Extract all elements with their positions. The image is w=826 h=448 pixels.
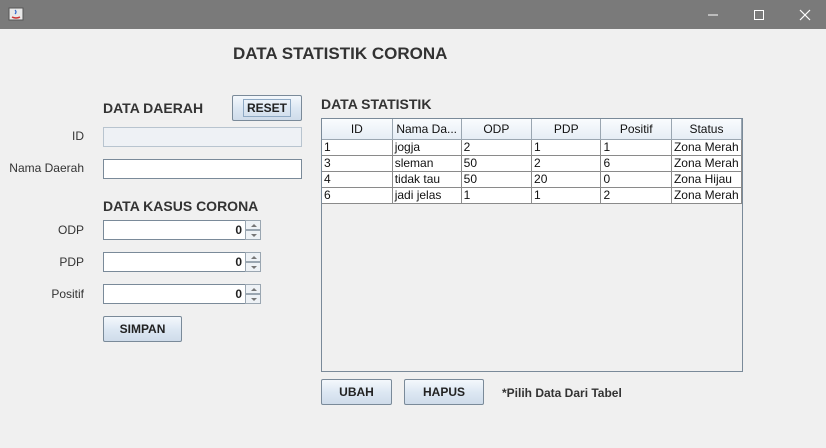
table-cell[interactable]: 1 — [461, 187, 533, 204]
table-row[interactable]: 1 jogja 2 1 1 Zona Merah — [322, 139, 743, 156]
table-cell[interactable]: 1 — [531, 187, 602, 204]
table-cell[interactable]: 50 — [461, 171, 533, 188]
table-cell[interactable]: sleman — [392, 155, 462, 172]
table-cell[interactable]: 1 — [322, 139, 393, 156]
table-row[interactable]: 3 sleman 50 2 6 Zona Merah — [322, 155, 743, 172]
nama-daerah-label: Nama Daerah — [9, 161, 84, 175]
table-cell[interactable]: 20 — [531, 171, 602, 188]
java-icon — [8, 7, 24, 21]
column-header[interactable]: Positif — [600, 119, 672, 140]
table-cell[interactable]: 1 — [531, 139, 602, 156]
statistik-grid[interactable]: ID Nama Da... ODP PDP Positif Status 1 jogja 2 1… — [322, 119, 743, 204]
window-titlebar — [0, 0, 826, 29]
minimize-button[interactable] — [690, 0, 736, 29]
pdp-input[interactable]: 0 — [103, 252, 246, 272]
odp-spinner[interactable]: 0 — [103, 220, 261, 240]
pdp-label: PDP — [59, 255, 84, 269]
table-cell[interactable]: Zona Hijau — [671, 171, 743, 188]
column-header[interactable]: Status — [671, 119, 743, 140]
simpan-button[interactable]: SIMPAN — [103, 316, 182, 342]
statistik-table[interactable]: ID Nama Da... ODP PDP Positif Status 1 jogja 2 1… — [321, 118, 743, 372]
table-cell[interactable]: Zona Merah — [671, 139, 743, 156]
table-cell[interactable]: 3 — [322, 155, 393, 172]
table-cell[interactable]: tidak tau — [392, 171, 462, 188]
odp-increment-icon[interactable] — [245, 220, 261, 230]
positif-increment-icon[interactable] — [245, 284, 261, 294]
table-row[interactable]: 4 tidak tau 50 20 0 Zona Hijau — [322, 171, 743, 188]
table-cell[interactable]: 6 — [322, 187, 393, 204]
reset-button[interactable]: RESET — [232, 95, 302, 121]
column-header[interactable]: ODP — [461, 119, 533, 140]
table-header-row: ID Nama Da... ODP PDP Positif Status — [322, 119, 743, 140]
table-cell[interactable]: 2 — [461, 139, 533, 156]
id-label: ID — [72, 129, 84, 143]
data-statistik-title: DATA STATISTIK — [321, 96, 432, 112]
table-cell[interactable]: jogja — [392, 139, 462, 156]
nama-daerah-field[interactable] — [103, 159, 302, 179]
table-cell[interactable]: 2 — [600, 187, 672, 204]
close-icon — [799, 9, 811, 20]
positif-decrement-icon[interactable] — [245, 294, 261, 304]
table-cell[interactable]: Zona Merah — [671, 155, 743, 172]
table-cell[interactable]: jadi jelas — [392, 187, 462, 204]
reset-button-label: RESET — [242, 99, 291, 117]
positif-label: Positif — [51, 287, 84, 301]
hapus-button[interactable]: HAPUS — [404, 379, 484, 405]
table-body: 1 jogja 2 1 1 Zona Merah 3 sleman 50 2 6 Zona Merah… — [322, 139, 743, 204]
id-field[interactable] — [103, 127, 302, 147]
table-cell[interactable]: Zona Merah — [671, 187, 743, 204]
column-header[interactable]: ID — [322, 119, 393, 140]
pdp-increment-icon[interactable] — [245, 252, 261, 262]
table-cell[interactable]: 4 — [322, 171, 393, 188]
column-header[interactable]: Nama Da... — [392, 119, 462, 140]
column-header[interactable]: PDP — [531, 119, 602, 140]
odp-decrement-icon[interactable] — [245, 230, 261, 240]
odp-label: ODP — [57, 223, 84, 237]
hint-text: *Pilih Data Dari Tabel — [502, 386, 622, 400]
data-kasus-title: DATA KASUS CORONA — [103, 198, 259, 214]
pdp-spinner[interactable]: 0 — [103, 252, 261, 272]
positif-input[interactable]: 0 — [103, 284, 246, 304]
maximize-button[interactable] — [736, 0, 782, 29]
table-row[interactable]: 6 jadi jelas 1 1 2 Zona Merah — [322, 187, 743, 204]
page-title: DATA STATISTIK CORONA — [233, 44, 448, 63]
close-button[interactable] — [782, 0, 826, 29]
table-cell[interactable]: 6 — [600, 155, 672, 172]
odp-input[interactable]: 0 — [103, 220, 246, 240]
minimize-icon — [708, 14, 718, 15]
positif-spinner[interactable]: 0 — [103, 284, 261, 304]
data-daerah-title: DATA DAERAH — [103, 100, 204, 116]
maximize-icon — [754, 9, 764, 20]
ubah-button[interactable]: UBAH — [321, 379, 392, 405]
table-cell[interactable]: 0 — [600, 171, 672, 188]
table-cell[interactable]: 1 — [600, 139, 672, 156]
table-cell[interactable]: 2 — [531, 155, 602, 172]
table-cell[interactable]: 50 — [461, 155, 533, 172]
pdp-decrement-icon[interactable] — [245, 262, 261, 272]
